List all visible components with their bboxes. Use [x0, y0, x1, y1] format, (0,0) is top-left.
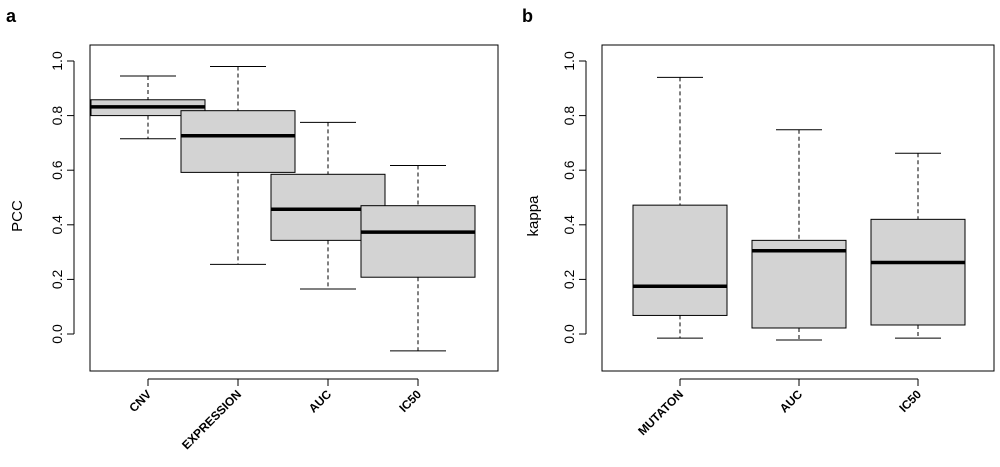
panel-b: b kappa 0.0 0.2 0.4 0.6 0.8 1.0 MUTATON AUC IC50	[522, 6, 995, 438]
panel-a-cnv-category-label: CNV	[126, 387, 154, 415]
panel-a-auc-category-label: AUC	[306, 387, 335, 416]
panel-b-y-tick-label: 0.4	[561, 215, 577, 235]
panel-a-expression-box	[180, 110, 296, 173]
panel-a-label: a	[6, 6, 17, 26]
panel-b-plot-frame	[601, 44, 995, 372]
panel-b-mutaton-box	[632, 204, 728, 316]
panel-a-y-tick-label: 1.0	[49, 51, 65, 71]
panel-b-auc-box	[751, 239, 847, 329]
panel-b-y-tick-label: 0.8	[561, 106, 577, 126]
panel-b-ic50-box	[870, 218, 966, 326]
panel-a-y-tick-label: 0.4	[49, 215, 65, 235]
panel-b-y-tick-label: 0.0	[561, 324, 577, 344]
panel-a-y-tick-label: 0.2	[49, 269, 65, 289]
panel-a-y-tick-label: 0.6	[49, 160, 65, 180]
panel-b-y-tick-label: 0.6	[561, 160, 577, 180]
panel-b-y-tick-label: 1.0	[561, 51, 577, 71]
panel-b-ic50-category-label: IC50	[896, 387, 924, 415]
panel-a-expression-category-label: EXPRESSION	[179, 387, 244, 452]
panel-b-label: b	[522, 6, 533, 26]
panel-b-auc-category-label: AUC	[777, 387, 806, 416]
panel-a-ic50-category-label: IC50	[396, 387, 424, 415]
panel-a-plot-frame	[89, 44, 499, 372]
panel-b-mutaton-category-label: MUTATON	[635, 387, 686, 438]
panel-a-y-tick-label: 0.0	[49, 324, 65, 344]
panel-a-y-tick-label: 0.8	[49, 106, 65, 126]
panel-b-y-tick-label: 0.2	[561, 269, 577, 289]
panel-a: a PCC 0.0 0.2 0.4 0.6 0.8 1.0 CNV EXPRESSION AUC…	[6, 6, 499, 452]
panel-a-ic50-box	[360, 205, 476, 278]
panel-a-y-axis-title: PCC	[9, 200, 26, 232]
panel-b-y-axis-title: kappa	[525, 195, 542, 237]
